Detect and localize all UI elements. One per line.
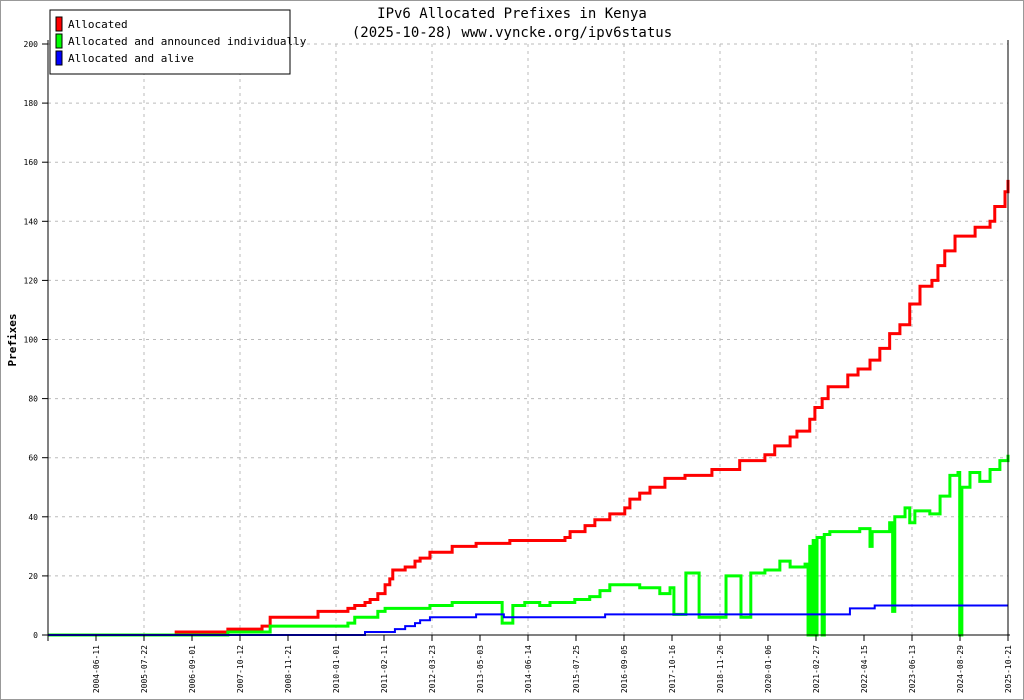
x-tick-label: 2008-11-21 bbox=[284, 645, 293, 693]
x-tick-label: 2006-09-01 bbox=[188, 645, 197, 693]
x-tick-label: 2024-08-29 bbox=[956, 645, 965, 693]
x-tick-label: 2007-10-12 bbox=[236, 645, 245, 693]
legend-label: Allocated and announced individually bbox=[68, 35, 307, 48]
chart-subtitle: (2025-10-28) www.vyncke.org/ipv6status bbox=[352, 25, 672, 41]
x-tick-label: 2020-01-06 bbox=[764, 645, 773, 693]
y-axis-label: Prefixes bbox=[6, 314, 19, 367]
legend-swatch bbox=[55, 16, 63, 32]
y-tick-label: 100 bbox=[24, 336, 39, 345]
y-tick-label: 140 bbox=[24, 217, 39, 226]
axes: 0 20 40 60 80 100 120 140 160 180 200 2004-06-11 200… bbox=[24, 40, 1013, 693]
x-tick-label: 2022-04-15 bbox=[860, 645, 869, 693]
x-tick-label: 2010-01-01 bbox=[332, 645, 341, 693]
chart-title: IPv6 Allocated Prefixes in Kenya bbox=[377, 6, 647, 22]
y-tick-label: 200 bbox=[24, 40, 39, 49]
legend-swatch bbox=[55, 33, 63, 49]
y-tick-label: 40 bbox=[28, 513, 38, 522]
series-line-allocated-and-announced-individually bbox=[48, 454, 1010, 637]
x-tick-label: 2012-03-23 bbox=[428, 645, 437, 693]
x-tick-label: 2004-06-11 bbox=[92, 645, 101, 693]
y-tick-label: 20 bbox=[28, 572, 38, 581]
legend-label: Allocated bbox=[68, 18, 128, 31]
x-tick-label: 2011-02-11 bbox=[380, 645, 389, 693]
x-tick-label: 2018-11-26 bbox=[716, 645, 725, 693]
x-tick-label: 2005-07-22 bbox=[140, 645, 149, 693]
y-tick-label: 60 bbox=[28, 454, 38, 463]
x-tick-label: 2023-06-13 bbox=[908, 645, 917, 693]
x-tick-label: 2013-05-03 bbox=[476, 645, 485, 693]
x-tick-label: 2025-10-21 bbox=[1004, 645, 1013, 693]
legend-box bbox=[49, 9, 291, 75]
y-tick-label: 120 bbox=[24, 276, 39, 285]
legend: Allocated Allocated and announced individ… bbox=[49, 9, 307, 75]
y-tick-label: 160 bbox=[24, 158, 39, 167]
legend-label: Allocated and alive bbox=[68, 52, 194, 65]
x-tick-label: 2016-09-05 bbox=[620, 645, 629, 693]
y-tick-label: 180 bbox=[24, 99, 39, 108]
grid bbox=[48, 43, 1009, 635]
y-tick-label: 80 bbox=[28, 395, 38, 404]
x-tick-label: 2015-07-25 bbox=[572, 645, 581, 693]
y-tick-label: 0 bbox=[33, 631, 38, 640]
series-lines bbox=[47, 179, 1010, 637]
x-tick-label: 2017-10-16 bbox=[668, 645, 677, 693]
x-tick-label: 2014-06-14 bbox=[524, 645, 533, 693]
x-tick-label: 2021-02-27 bbox=[812, 645, 821, 693]
legend-swatch bbox=[55, 50, 63, 66]
